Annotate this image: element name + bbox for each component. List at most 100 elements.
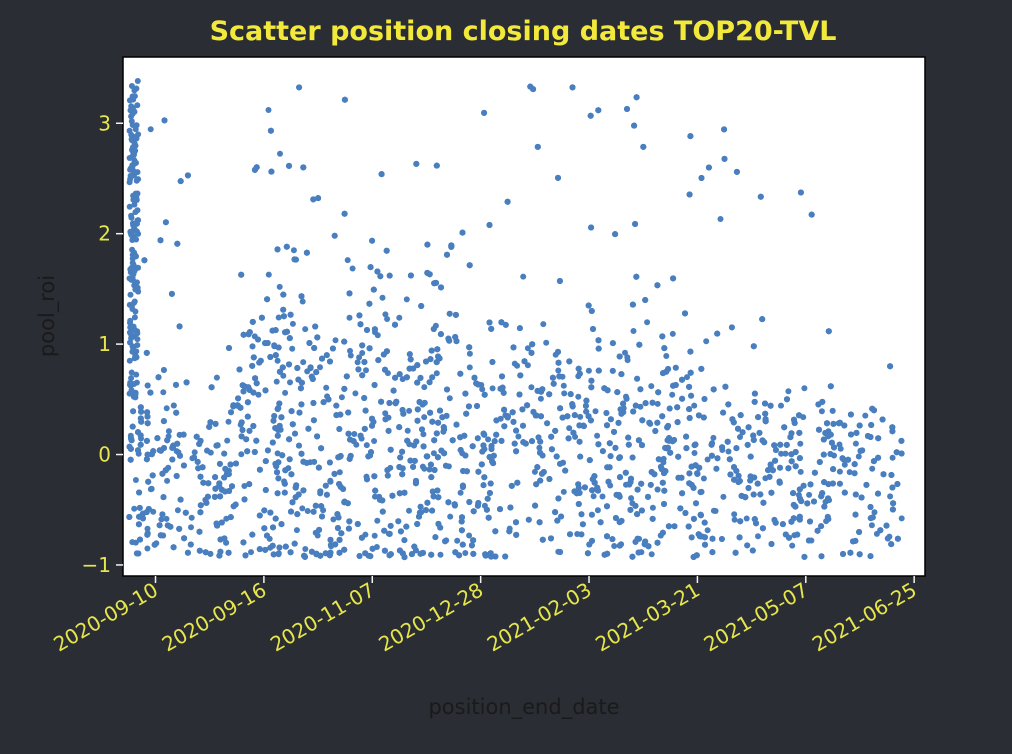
- data-point: [578, 531, 585, 538]
- data-point: [128, 136, 135, 143]
- data-point: [831, 444, 837, 451]
- data-point: [612, 444, 619, 451]
- data-point: [499, 373, 505, 380]
- data-point: [698, 533, 705, 540]
- data-point: [807, 518, 813, 525]
- data-point: [710, 386, 717, 393]
- data-point: [426, 466, 433, 473]
- x-tick-label: 2020-11-07: [266, 578, 379, 657]
- data-point: [346, 518, 353, 525]
- data-point: [791, 420, 798, 426]
- data-point: [160, 389, 167, 396]
- data-point: [127, 176, 134, 183]
- data-point: [267, 127, 274, 134]
- data-point: [156, 447, 163, 454]
- data-point: [646, 419, 653, 426]
- data-point: [804, 500, 811, 507]
- data-point: [428, 347, 435, 354]
- data-point: [818, 553, 825, 560]
- data-point: [867, 553, 874, 560]
- data-point: [177, 178, 184, 185]
- data-point: [428, 474, 435, 481]
- data-point: [225, 549, 232, 556]
- data-point: [375, 357, 382, 364]
- data-point: [871, 509, 878, 516]
- data-point: [552, 427, 559, 434]
- data-point: [627, 506, 634, 513]
- data-point: [225, 418, 232, 425]
- data-point: [141, 257, 148, 264]
- data-point: [521, 358, 528, 365]
- data-point: [579, 521, 586, 528]
- data-point: [836, 441, 843, 448]
- data-point: [492, 553, 499, 560]
- data-point: [160, 494, 167, 501]
- data-point: [498, 437, 505, 444]
- data-point: [127, 317, 134, 324]
- data-point: [470, 508, 477, 515]
- data-point: [520, 273, 527, 280]
- data-point: [370, 418, 377, 425]
- data-point: [491, 438, 498, 445]
- data-point: [616, 542, 623, 549]
- data-point: [883, 522, 890, 529]
- data-point: [206, 423, 213, 430]
- data-point: [130, 222, 137, 229]
- data-point: [287, 379, 293, 386]
- data-point: [327, 478, 334, 485]
- data-point: [731, 516, 738, 523]
- data-point: [200, 479, 207, 486]
- data-point: [599, 493, 606, 500]
- data-point: [576, 422, 583, 429]
- data-point: [279, 452, 286, 459]
- data-point: [435, 353, 442, 360]
- data-point: [659, 479, 666, 486]
- data-point: [767, 402, 774, 409]
- data-point: [244, 448, 251, 455]
- data-point: [356, 354, 363, 361]
- data-point: [516, 391, 523, 398]
- data-point: [295, 491, 302, 498]
- x-axis-ticks: 2020-09-102020-09-162020-11-072020-12-28…: [49, 576, 921, 657]
- data-point: [548, 433, 555, 440]
- data-point: [319, 513, 325, 520]
- data-point: [782, 450, 789, 457]
- data-point: [371, 326, 378, 333]
- data-point: [682, 510, 689, 516]
- data-point: [242, 552, 249, 559]
- data-point: [334, 525, 341, 531]
- data-point: [262, 487, 269, 493]
- data-point: [246, 329, 253, 336]
- data-point: [203, 499, 210, 506]
- data-point: [423, 358, 429, 365]
- data-point: [276, 283, 283, 290]
- data-point: [407, 356, 414, 363]
- data-point: [288, 471, 295, 478]
- data-point: [504, 198, 511, 205]
- data-point: [516, 325, 523, 332]
- data-point: [664, 424, 671, 431]
- data-point: [236, 366, 243, 373]
- data-point: [392, 374, 399, 381]
- data-point: [462, 390, 469, 397]
- data-point: [230, 403, 237, 410]
- data-point: [289, 345, 296, 352]
- data-point: [513, 427, 520, 434]
- data-point: [400, 410, 407, 417]
- data-point: [197, 473, 204, 480]
- data-point: [278, 521, 285, 528]
- data-point: [637, 386, 644, 393]
- data-point: [815, 401, 822, 408]
- data-point: [889, 506, 896, 513]
- data-point: [261, 507, 268, 514]
- data-point: [794, 531, 801, 538]
- data-point: [616, 454, 623, 461]
- data-point: [130, 196, 137, 203]
- data-point: [800, 482, 807, 489]
- data-point: [845, 456, 852, 463]
- data-point: [588, 384, 595, 391]
- data-point: [287, 311, 294, 318]
- data-point: [693, 500, 699, 507]
- data-point: [406, 351, 413, 358]
- data-point: [654, 539, 661, 546]
